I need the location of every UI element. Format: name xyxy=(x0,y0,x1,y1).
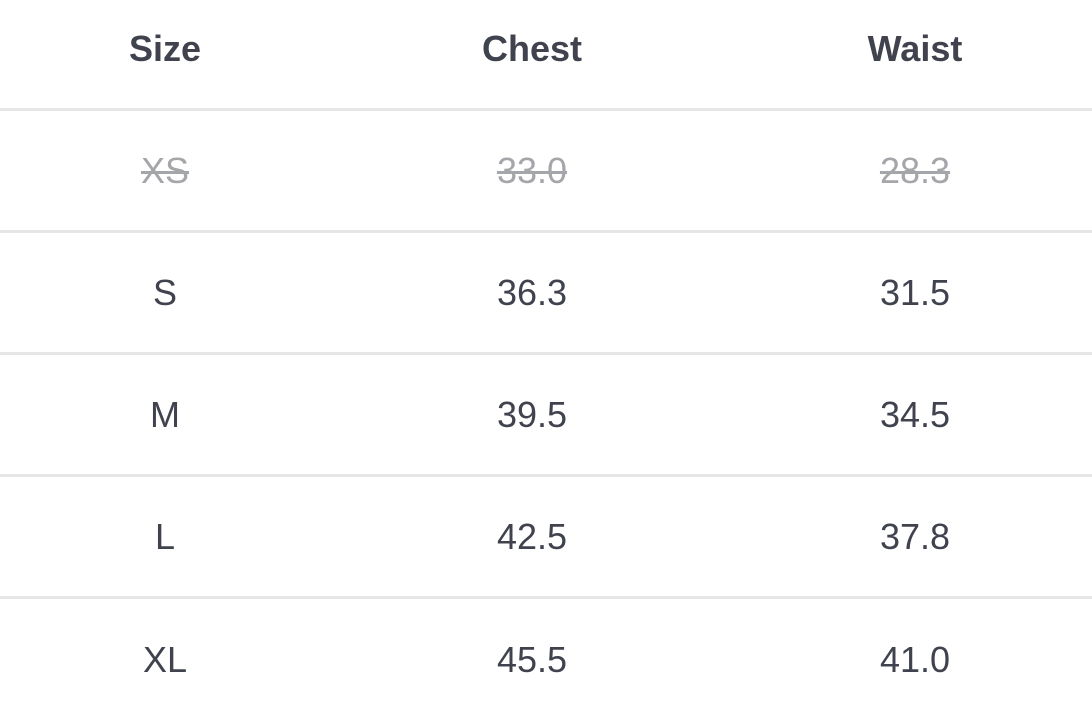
header-chest: Chest xyxy=(481,28,583,69)
header-size: Size xyxy=(128,28,202,69)
table-header: Size Chest Waist xyxy=(0,0,1092,111)
chest-cell: 39.5 xyxy=(496,393,568,435)
table-row-m: M 39.5 34.5 xyxy=(0,355,1092,477)
chest-cell: 42.5 xyxy=(496,515,568,557)
table-row-xs: XS 33.0 28.3 xyxy=(0,111,1092,233)
table-row-xl: XL 45.5 41.0 xyxy=(0,599,1092,721)
waist-cell: 41.0 xyxy=(879,639,951,680)
size-cell: XL xyxy=(142,639,188,680)
table-row-l: L 42.5 37.8 xyxy=(0,477,1092,599)
size-cell: M xyxy=(150,393,180,435)
chest-cell: 33.0 xyxy=(496,149,568,191)
chest-cell: 45.5 xyxy=(496,639,568,680)
waist-cell: 37.8 xyxy=(879,515,951,557)
waist-cell: 31.5 xyxy=(879,271,951,313)
size-cell: XS xyxy=(140,149,190,191)
table-row-s: S 36.3 31.5 xyxy=(0,233,1092,355)
chest-cell: 36.3 xyxy=(496,271,568,313)
header-waist: Waist xyxy=(867,28,963,69)
size-cell: L xyxy=(154,515,176,557)
waist-cell: 34.5 xyxy=(879,393,951,435)
size-cell: S xyxy=(152,271,177,313)
waist-cell: 28.3 xyxy=(879,149,951,191)
